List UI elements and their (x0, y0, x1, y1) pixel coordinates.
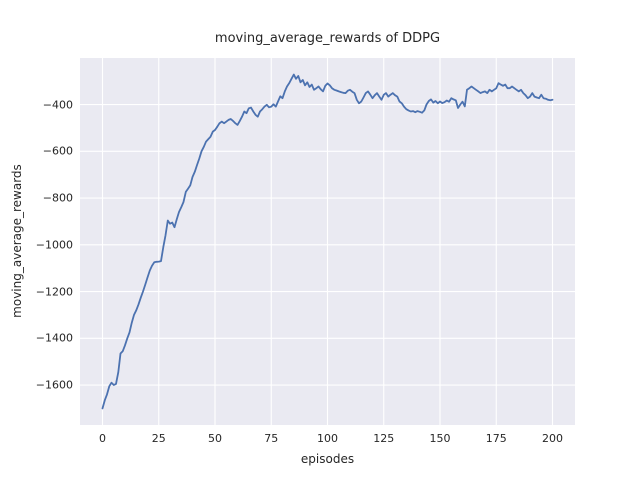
x-tick-label: 100 (317, 432, 338, 445)
x-tick-label: 175 (485, 432, 507, 445)
y-tick-label: −1600 (35, 378, 73, 392)
x-tick-label: 125 (373, 432, 395, 445)
y-tick-label: −1200 (35, 285, 73, 299)
x-tick-label: 0 (99, 432, 106, 445)
x-tick-label: 200 (542, 432, 563, 445)
x-tick-label: 25 (151, 432, 166, 445)
y-tick-label: −400 (42, 98, 73, 112)
plot-area (80, 58, 575, 425)
x-tick-label: 150 (429, 432, 451, 445)
line-plot-canvas (80, 58, 575, 425)
x-tick-label: 75 (264, 432, 279, 445)
chart-title: moving_average_rewards of DDPG (214, 31, 441, 46)
y-tick-label: −1000 (35, 238, 73, 252)
y-tick-label: −800 (42, 191, 73, 205)
y-tick-label: −600 (42, 144, 73, 158)
x-axis-label: episodes (300, 452, 355, 466)
x-tick-label: 50 (208, 432, 222, 445)
y-tick-label: −1400 (35, 331, 73, 345)
